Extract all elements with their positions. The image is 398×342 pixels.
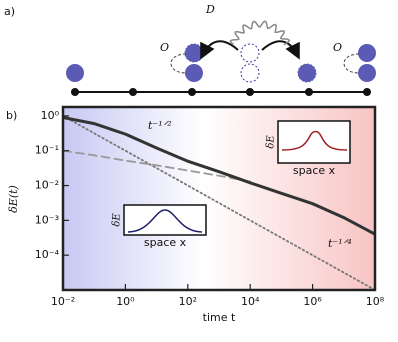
y-tick-label: 10⁻¹	[35, 144, 59, 157]
hop-arrow	[200, 40, 239, 60]
sites	[71, 88, 371, 96]
inset-x-label: space x	[144, 236, 187, 249]
x-tick-label: 10⁸	[366, 295, 385, 308]
series-line	[63, 149, 252, 183]
x-axis-label: time t	[203, 311, 236, 324]
diagram: a) D O O	[4, 3, 376, 96]
hop-arrow	[261, 40, 300, 60]
series-line	[63, 116, 375, 236]
series-line	[63, 115, 375, 290]
drive-wiggle	[229, 20, 291, 46]
inset: δE space x	[112, 204, 207, 249]
plot	[63, 115, 375, 290]
x-tick-label: 10⁰	[116, 295, 135, 308]
link	[343, 53, 360, 74]
panel-label: a)	[4, 5, 15, 18]
inset-x-label: space x	[293, 164, 336, 177]
inset-y-label: δE	[112, 213, 123, 227]
x-tick-label: 10²	[179, 295, 197, 308]
y-tick-label: 10⁻²	[35, 179, 59, 192]
hop-label: D	[205, 3, 215, 16]
y-tick-label: 10⁻³	[35, 213, 59, 226]
link-label: O	[333, 41, 342, 54]
x-tick-label: 10⁴	[241, 295, 260, 308]
panel-label: b)	[6, 109, 17, 122]
y-tick-label: 10⁰	[41, 109, 60, 122]
x-tick-label: 10⁻²	[51, 295, 75, 308]
link	[170, 53, 187, 74]
inset-y-label: δE	[266, 135, 277, 149]
x-tick-label: 10⁶	[303, 295, 322, 308]
inset: δE space x	[266, 120, 351, 177]
y-tick-label: 10⁻⁴	[35, 248, 60, 261]
vacancies	[240, 43, 260, 83]
annotation: t⁻¹ᐟ²	[148, 119, 172, 132]
particles	[66, 43, 376, 83]
annotation: t⁻¹ᐟ⁴	[328, 237, 352, 250]
y-axis-label: δE(t)	[7, 185, 20, 213]
link-label: O	[160, 41, 169, 54]
plot-frame	[61, 105, 377, 292]
